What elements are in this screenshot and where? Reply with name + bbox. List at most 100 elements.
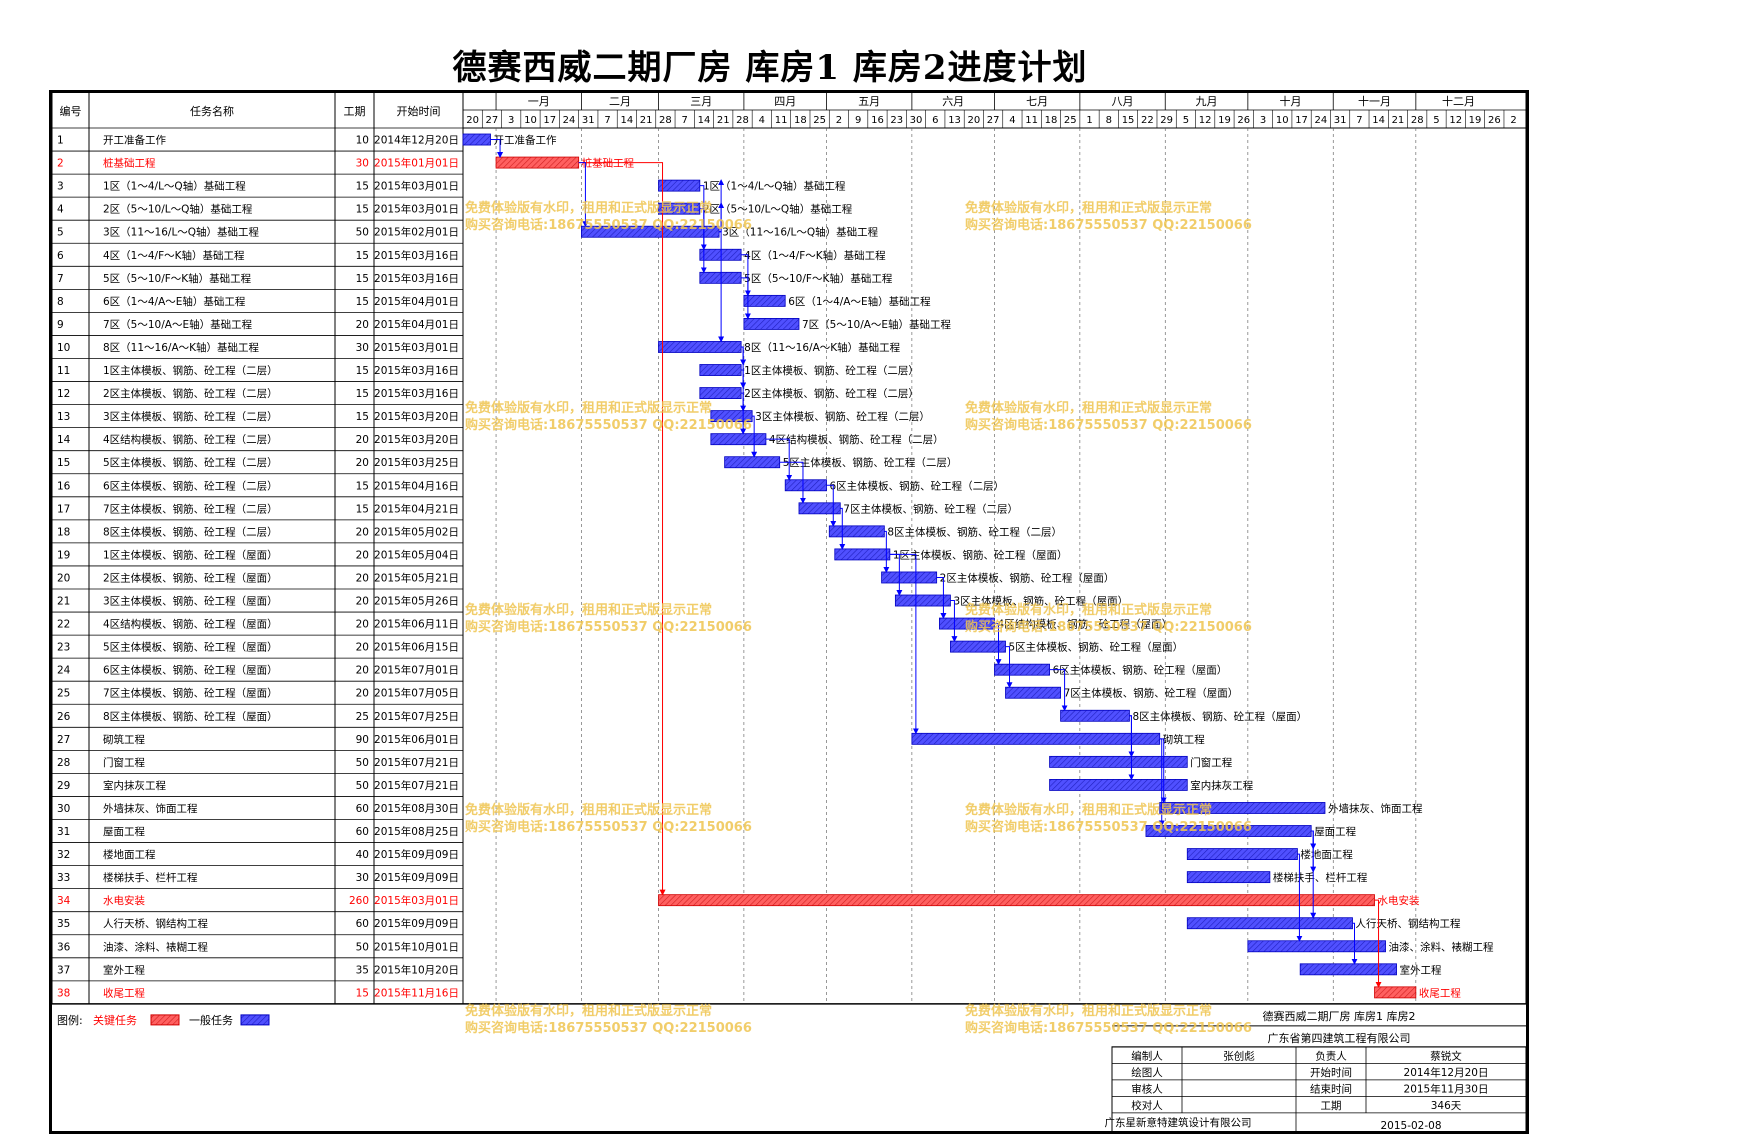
week-tick-label: 24 [563, 115, 576, 126]
month-label: 五月 [858, 95, 880, 108]
task-bar [658, 341, 742, 353]
task-bar [834, 548, 891, 561]
task-bar-label: 3区（11～16/L～Q轴）基础工程 [722, 226, 879, 239]
week-tick-label: 14 [698, 115, 711, 126]
week-tick-label: 21 [717, 115, 730, 126]
week-tick-label: 25 [813, 115, 826, 126]
task-start: 2015年07月21日 [374, 779, 459, 792]
month-label: 七月 [1026, 95, 1048, 108]
week-tick-label: 18 [794, 115, 807, 126]
task-name: 开工准备工作 [103, 134, 166, 147]
task-duration: 50 [356, 941, 369, 953]
task-bar [724, 456, 781, 469]
task-bar [828, 525, 885, 538]
task-id: 31 [57, 826, 70, 838]
task-row: 15 5区主体模板、钢筋、砼工程（二层） 20 2015年03月25日 [57, 456, 459, 469]
task-duration: 15 [356, 365, 369, 377]
task-start: 2015年03月16日 [374, 249, 459, 262]
task-start: 2015年07月21日 [374, 756, 459, 769]
task-duration: 30 [356, 342, 369, 354]
dependency-link [950, 600, 958, 643]
dependency-link [1351, 922, 1358, 965]
task-id: 6 [57, 250, 64, 262]
task-id: 33 [57, 872, 70, 884]
week-tick-label: 31 [1334, 115, 1347, 126]
dependency-link [839, 507, 846, 550]
task-row: 10 8区（11～16/A～K轴）基础工程 30 2015年03月01日 [57, 341, 459, 354]
task-start: 2015年05月02日 [374, 525, 459, 538]
task-name: 3区主体模板、钢筋、砼工程（屋面） [103, 595, 278, 608]
task-id: 12 [57, 388, 70, 400]
legend-normal-label: 一般任务 [189, 1014, 233, 1027]
info-cell: 2015年11月30日 [1404, 1082, 1489, 1095]
task-duration: 20 [356, 572, 369, 584]
task-bar-label: 7区主体模板、钢筋、砼工程（屋面） [1064, 687, 1239, 700]
month-label: 十二月 [1442, 94, 1475, 108]
task-duration: 260 [349, 895, 369, 907]
task-bar [1374, 986, 1417, 999]
task-start: 2015年08月25日 [374, 825, 459, 838]
task-bar [798, 502, 841, 515]
task-id: 38 [57, 987, 70, 999]
task-name: 7区主体模板、钢筋、砼工程（屋面） [103, 687, 278, 700]
task-name: 6区主体模板、钢筋、砼工程（屋面） [103, 664, 278, 677]
task-start: 2015年03月01日 [374, 341, 459, 354]
task-duration: 60 [356, 918, 369, 930]
task-bar [939, 617, 995, 630]
task-start: 2015年06月11日 [374, 618, 459, 631]
task-name: 油漆、涂料、裱糊工程 [103, 940, 208, 953]
week-tick-label: 1 [1086, 115, 1092, 126]
task-start: 2015年03月01日 [374, 180, 459, 193]
task-start: 2015年04月01日 [374, 318, 459, 331]
task-bar [881, 571, 938, 584]
week-tick-label: 19 [1218, 115, 1231, 126]
task-row: 34 水电安装 260 2015年03月01日 [57, 894, 459, 907]
task-bar-label: 外墙抹灰、饰面工程 [1328, 802, 1423, 815]
month-label: 三月 [690, 95, 712, 108]
week-tick-label: 21 [640, 115, 653, 126]
info-cell: 结束时间 [1310, 1082, 1352, 1095]
info-company: 广东省第四建筑工程有限公司 [1268, 1031, 1411, 1045]
task-name: 8区（11～16/A～K轴）基础工程 [103, 341, 260, 354]
week-tick-label: 15 [1122, 115, 1135, 126]
task-start: 2015年11月16日 [374, 986, 459, 999]
task-row: 7 5区（5～10/F～K轴）基础工程 15 2015年03月16日 [57, 272, 459, 285]
week-tick-label: 17 [1295, 115, 1308, 126]
task-row: 12 2区主体模板、钢筋、砼工程（二层） 15 2015年03月16日 [57, 387, 459, 400]
task-id: 7 [57, 273, 64, 285]
task-row: 20 2区主体模板、钢筋、砼工程（屋面） 20 2015年05月21日 [57, 571, 459, 584]
task-row: 32 楼地面工程 40 2015年09月09日 [57, 848, 459, 861]
task-duration: 60 [356, 803, 369, 815]
task-id: 34 [57, 895, 71, 907]
task-id: 8 [57, 296, 64, 308]
task-name: 8区主体模板、钢筋、砼工程（屋面） [103, 710, 278, 723]
task-duration: 15 [356, 273, 369, 285]
task-name: 1区主体模板、钢筋、砼工程（二层） [103, 364, 278, 377]
task-bar [1186, 917, 1353, 930]
task-name: 8区主体模板、钢筋、砼工程（二层） [103, 525, 278, 538]
task-row: 16 6区主体模板、钢筋、砼工程（二层） 15 2015年04月16日 [57, 479, 459, 492]
dependency-link [578, 162, 589, 228]
week-tick-label: 17 [543, 115, 556, 126]
task-start: 2015年10月20日 [374, 963, 459, 976]
info-project: 德赛西威二期厂房 库房1 库房2 [1263, 1009, 1416, 1023]
task-row: 24 6区主体模板、钢筋、砼工程（屋面） 20 2015年07月01日 [57, 664, 459, 677]
task-id: 26 [57, 711, 71, 723]
task-start: 2015年04月01日 [374, 295, 459, 308]
task-bar-label: 8区（11～16/A～K轴）基础工程 [744, 341, 901, 354]
task-bar [495, 156, 580, 169]
task-start: 2014年12月20日 [374, 134, 459, 147]
task-name: 4区（1～4/F～K轴）基础工程 [103, 249, 245, 262]
week-tick-label: 21 [1392, 115, 1405, 126]
week-tick-label: 25 [1064, 115, 1077, 126]
task-bar-label: 5区（5～10/F～K轴）基础工程 [744, 272, 893, 285]
week-tick-label: 18 [1045, 115, 1058, 126]
legend-normal-swatch [240, 1014, 270, 1026]
task-bar-label: 4区结构模板、钢筋、砼工程（屋面） [998, 618, 1173, 631]
task-row: 38 收尾工程 15 2015年11月16日 [57, 986, 459, 999]
task-id: 36 [57, 941, 71, 953]
task-id: 29 [57, 780, 70, 792]
task-name: 人行天桥、钢结构工程 [103, 917, 208, 930]
task-start: 2015年04月16日 [374, 479, 459, 492]
task-bar-label: 砌筑工程 [1163, 733, 1205, 746]
